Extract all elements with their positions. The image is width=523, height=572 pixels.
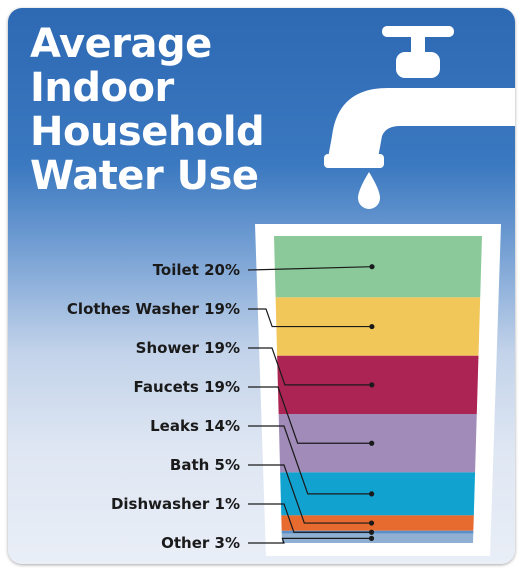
category-label: Other 3% <box>161 534 240 552</box>
leader-dot <box>369 382 375 388</box>
category-label: Shower 19% <box>136 339 240 357</box>
title-line: Household <box>30 109 265 155</box>
glass-segments <box>274 236 482 543</box>
glass-segment-other <box>281 533 474 543</box>
leader-dot <box>368 529 375 535</box>
leader-dot <box>369 323 375 330</box>
leader-dot <box>368 520 375 526</box>
leader-dot <box>369 440 375 446</box>
title-line: Water Use <box>30 153 259 199</box>
category-labels: Toilet 20% Clothes Washer 19% Shower 19% Fa… <box>67 261 240 552</box>
leader-line <box>248 537 372 544</box>
leader-line <box>248 503 372 533</box>
title-line: Indoor <box>30 65 174 111</box>
leader-line <box>248 386 372 444</box>
faucet-icon <box>324 26 515 209</box>
leader-dot <box>368 535 375 541</box>
leader-line <box>248 464 372 524</box>
label-leaders <box>247 264 375 544</box>
glass-segment-toilet <box>274 236 482 298</box>
leader-dot <box>369 491 375 497</box>
category-label: Toilet 20% <box>153 261 240 279</box>
glass-segment-faucets <box>278 414 477 473</box>
glass-segment-leaks <box>280 472 476 516</box>
category-label: Faucets 19% <box>134 378 240 396</box>
category-label: Bath 5% <box>170 456 240 474</box>
category-label: Leaks 14% <box>150 417 240 435</box>
infographic-card: Average Indoor Household Water Use Toile… <box>8 8 515 564</box>
leader-line <box>248 425 372 495</box>
glass-segment-clothes-washer <box>275 297 481 356</box>
title-line: Average <box>30 21 212 67</box>
leader-line <box>247 266 373 271</box>
glass-segment-bath <box>281 515 474 531</box>
category-label: Dishwasher 1% <box>111 495 240 513</box>
water-drop-icon <box>358 172 380 209</box>
chart-canvas: Toilet 20% Clothes Washer 19% Shower 19% Fa… <box>67 26 515 556</box>
leader-line <box>248 308 372 328</box>
category-label: Clothes Washer 19% <box>67 300 240 318</box>
glass-segment-dishwasher <box>281 530 474 534</box>
leader-line <box>248 347 372 386</box>
glass-segment-shower <box>277 355 479 415</box>
leader-dot <box>369 264 375 270</box>
infographic-title: Average Indoor Household Water Use <box>30 21 265 199</box>
